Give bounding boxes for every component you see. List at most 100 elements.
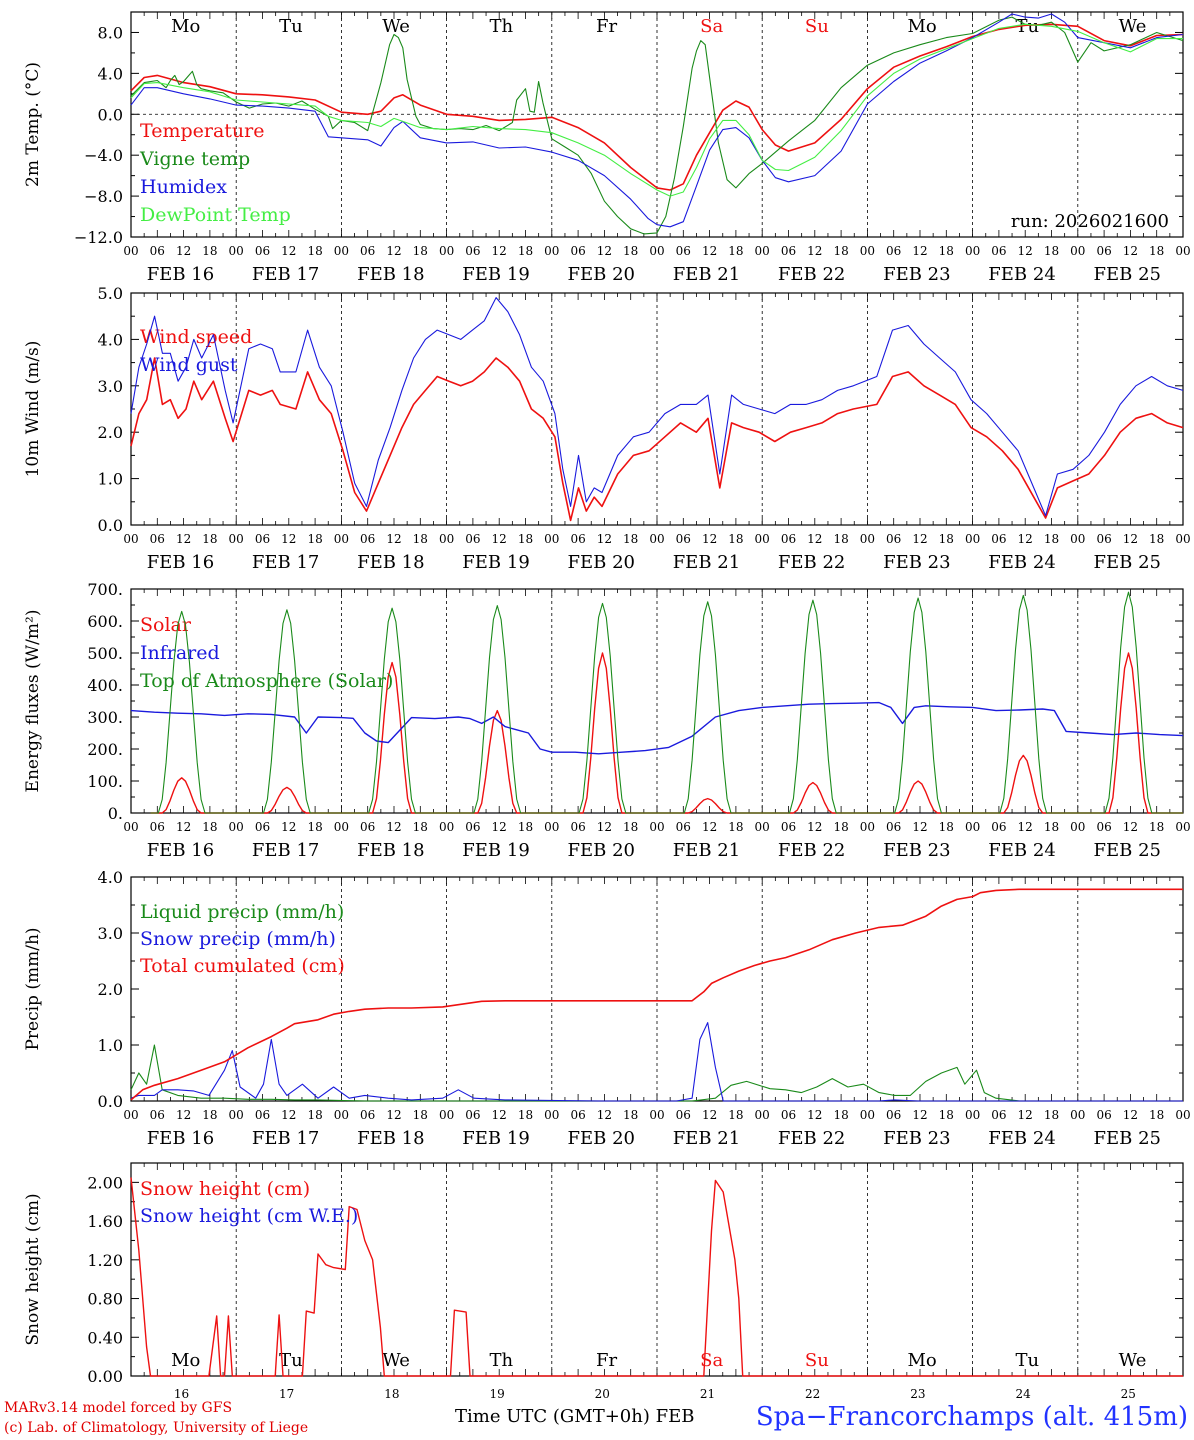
hour-tick-label: 00 xyxy=(1070,244,1085,258)
wind-ytick-label: 4.0 xyxy=(98,330,123,349)
weekday-label: Tu xyxy=(279,1350,303,1371)
hour-tick-label: 00 xyxy=(1175,820,1190,834)
hour-tick-label: 00 xyxy=(860,244,875,258)
hour-tick-label: 12 xyxy=(807,244,822,258)
hour-tick-label: 00 xyxy=(544,532,559,546)
weekday-label: Mo xyxy=(171,16,200,37)
hour-tick-label: 00 xyxy=(439,244,454,258)
hour-tick-label: 06 xyxy=(570,532,585,546)
hour-tick-label: 06 xyxy=(781,532,796,546)
hour-tick-label: 06 xyxy=(465,820,480,834)
wind-legend-entry: Wind gust xyxy=(140,354,238,376)
hour-tick-label: 06 xyxy=(570,244,585,258)
hour-tick-label: 12 xyxy=(702,1108,717,1122)
flux-series-line xyxy=(150,591,1183,814)
hour-tick-label: 00 xyxy=(649,244,664,258)
hour-tick-label: 00 xyxy=(649,820,664,834)
hour-tick-label: 12 xyxy=(1018,244,1033,258)
hour-tick-label: 18 xyxy=(623,532,638,546)
hour-tick-label: 12 xyxy=(912,1108,927,1122)
weekday-label: Fr xyxy=(596,16,617,37)
hour-tick-label: 06 xyxy=(150,820,165,834)
hour-tick-label: 00 xyxy=(544,244,559,258)
date-label: FEB 18 xyxy=(357,264,424,285)
hour-tick-label: 00 xyxy=(123,244,138,258)
date-label: FEB 18 xyxy=(357,552,424,573)
snow-ytick-label: 0.80 xyxy=(87,1290,123,1309)
hour-tick-label: 00 xyxy=(649,1108,664,1122)
flux-legend-entry: Infrared xyxy=(140,642,220,664)
hour-tick-label: 12 xyxy=(807,820,822,834)
date-label: FEB 20 xyxy=(568,840,635,861)
date-label: FEB 23 xyxy=(883,552,950,573)
day-number-label: 17 xyxy=(279,1387,294,1401)
x-axis-month: FEB xyxy=(655,1406,695,1427)
weekday-label: Th xyxy=(489,16,513,37)
precip-legend-entry: Liquid precip (mm/h) xyxy=(140,901,344,923)
hour-tick-label: 18 xyxy=(1149,1108,1164,1122)
hour-tick-label: 18 xyxy=(1044,820,1059,834)
model-credit: MARv3.14 model forced by GFS xyxy=(4,1400,233,1416)
hour-tick-label: 12 xyxy=(912,244,927,258)
weekday-label: Mo xyxy=(171,1350,200,1371)
weekday-label: Mo xyxy=(907,16,936,37)
hour-tick-label: 12 xyxy=(702,820,717,834)
hour-tick-label: 00 xyxy=(334,1108,349,1122)
date-label: FEB 16 xyxy=(147,1128,214,1149)
hour-tick-label: 18 xyxy=(413,532,428,546)
date-label: FEB 21 xyxy=(673,552,740,573)
date-label: FEB 22 xyxy=(778,1128,845,1149)
date-label: FEB 22 xyxy=(778,840,845,861)
date-label: FEB 21 xyxy=(673,1128,740,1149)
hour-tick-label: 12 xyxy=(597,1108,612,1122)
date-label: FEB 17 xyxy=(252,552,319,573)
hour-tick-label: 06 xyxy=(886,1108,901,1122)
hour-tick-label: 18 xyxy=(413,820,428,834)
hour-tick-label: 00 xyxy=(229,244,244,258)
temp-ytick-label: 8.0 xyxy=(98,23,123,42)
snow-ylabel: Snow height (cm) xyxy=(23,1193,43,1345)
hour-tick-label: 12 xyxy=(597,244,612,258)
wind-series-line xyxy=(130,357,1184,522)
hour-tick-label: 12 xyxy=(807,532,822,546)
hour-tick-label: 06 xyxy=(150,244,165,258)
hour-tick-label: 12 xyxy=(1123,820,1138,834)
temp-series-line xyxy=(130,16,1184,235)
flux-ytick-label: 300. xyxy=(87,708,123,727)
precip-series-line xyxy=(130,888,1183,1101)
date-label: FEB 16 xyxy=(147,264,214,285)
date-label: FEB 22 xyxy=(778,264,845,285)
hour-tick-label: 12 xyxy=(492,244,507,258)
hour-tick-label: 18 xyxy=(202,244,217,258)
date-label: FEB 16 xyxy=(147,840,214,861)
snow-legend-entry: Snow height (cm W.E.) xyxy=(140,1205,358,1227)
hour-tick-label: 12 xyxy=(702,244,717,258)
precip-ytick-label: 0.0 xyxy=(98,1092,123,1111)
date-label: FEB 18 xyxy=(357,1128,424,1149)
hour-tick-label: 00 xyxy=(1070,820,1085,834)
temp-ytick-label: 4.0 xyxy=(98,64,123,83)
weekday-label: Tu xyxy=(1015,16,1039,37)
hour-tick-label: 00 xyxy=(334,244,349,258)
temp-legend-entry: Vigne temp xyxy=(139,148,250,170)
hour-tick-label: 12 xyxy=(702,532,717,546)
hour-tick-label: 18 xyxy=(518,532,533,546)
hour-tick-label: 06 xyxy=(150,532,165,546)
hour-tick-label: 06 xyxy=(360,244,375,258)
hour-tick-label: 18 xyxy=(1149,244,1164,258)
flux-frame xyxy=(130,588,1184,814)
date-label: FEB 25 xyxy=(1094,264,1161,285)
snow-ytick-label: 0.00 xyxy=(87,1367,123,1386)
hour-tick-label: 18 xyxy=(202,532,217,546)
flux-legend-entry: Solar xyxy=(140,614,192,636)
hour-tick-label: 12 xyxy=(1018,532,1033,546)
date-label: FEB 20 xyxy=(568,1128,635,1149)
date-label: FEB 21 xyxy=(673,264,740,285)
precip-series-line xyxy=(130,1022,1183,1102)
hour-tick-label: 12 xyxy=(492,532,507,546)
hour-tick-label: 18 xyxy=(1044,1108,1059,1122)
day-number-label: 18 xyxy=(384,1387,399,1401)
temp-ytick-label: −8.0 xyxy=(84,187,123,206)
date-label: FEB 24 xyxy=(988,1128,1055,1149)
hour-tick-label: 12 xyxy=(386,1108,401,1122)
